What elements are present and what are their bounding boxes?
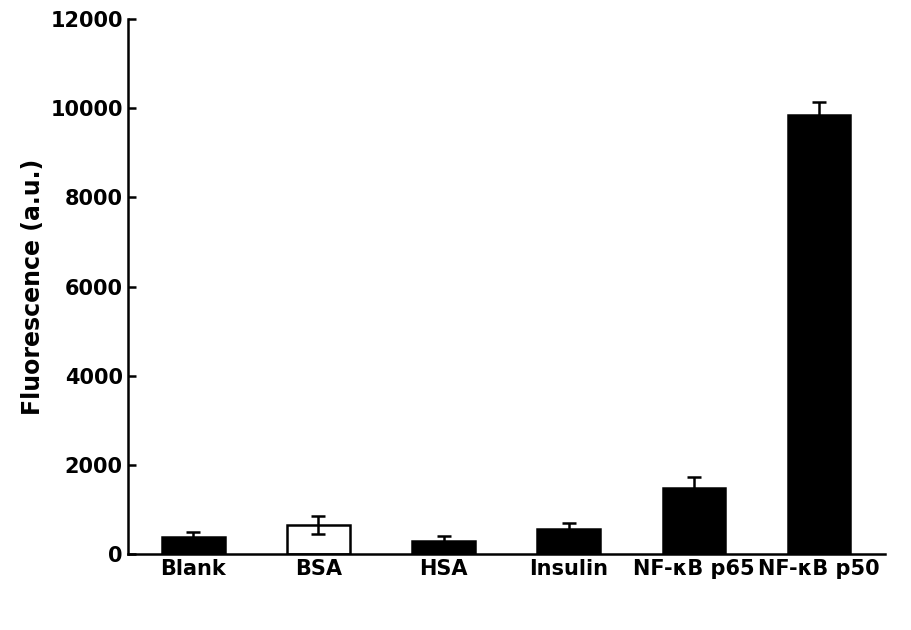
Bar	[162, 537, 224, 554]
Bar	[787, 115, 849, 554]
Bar	[412, 541, 475, 554]
Bar	[537, 529, 599, 554]
Bar	[661, 488, 724, 554]
Y-axis label: Fluorescence (a.u.): Fluorescence (a.u.)	[21, 159, 45, 415]
Bar	[287, 525, 350, 554]
